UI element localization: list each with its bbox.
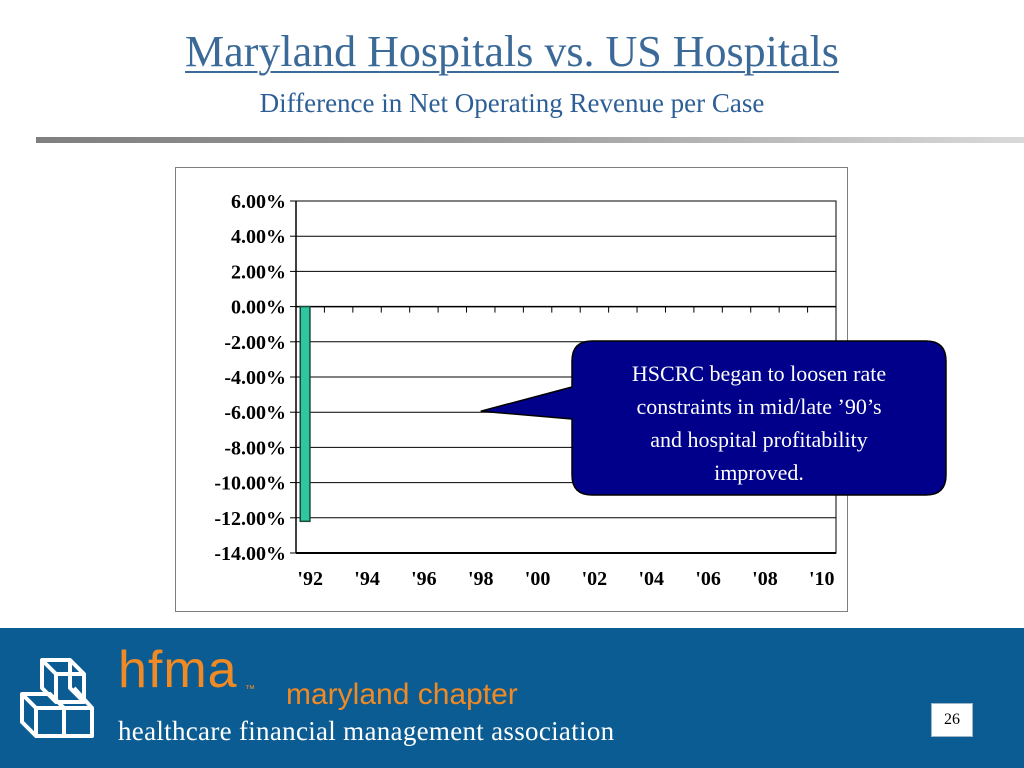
page-number: 26 (931, 703, 973, 737)
chapter-name: maryland chapter (286, 678, 518, 711)
y-tick-label: 2.00% (231, 261, 286, 283)
x-tick-label: '96 (411, 568, 437, 590)
x-tick-label: '06 (695, 568, 721, 590)
slide-subtitle: Difference in Net Operating Revenue per … (259, 88, 765, 118)
x-tick-label: '94 (354, 568, 380, 590)
title-divider (36, 137, 1024, 143)
bar-'92 (299, 305, 311, 523)
x-tick-label: '10 (809, 568, 835, 590)
y-tick-label: -14.00% (214, 543, 286, 565)
x-tick-label: '00 (525, 568, 551, 590)
x-tick-label: '04 (638, 568, 664, 590)
y-tick-label: -10.00% (214, 473, 286, 495)
y-tick-label: -6.00% (224, 402, 286, 424)
x-tick-label: '08 (752, 568, 778, 590)
hfma-wordmark: hfma (118, 641, 238, 699)
x-tick-label: '92 (297, 568, 323, 590)
organization-name: healthcare financial management associat… (118, 716, 615, 746)
y-tick-label: 6.00% (231, 191, 286, 213)
y-tick-label: -4.00% (224, 367, 286, 389)
footer-banner: hfma ™ maryland chapter healthcare finan… (0, 628, 1024, 768)
y-tick-label: -8.00% (224, 437, 286, 459)
y-tick-label: 0.00% (231, 297, 286, 319)
chart-frame: 6.00% 4.00% 2.00% 0.00% -2.00% -4.00% -6.00% -8… (175, 167, 848, 612)
hfma-logo-icon (20, 658, 94, 738)
trademark-symbol: ™ (245, 684, 255, 695)
x-tick-label: '02 (582, 568, 608, 590)
slide-title: Maryland Hospitals vs. US Hospitals (185, 27, 839, 76)
y-tick-label: -2.00% (224, 332, 286, 354)
bar-chart: 6.00% 4.00% 2.00% 0.00% -2.00% -4.00% -6.00% -8… (214, 191, 837, 590)
y-tick-label: 4.00% (231, 226, 286, 248)
y-tick-label: -12.00% (214, 508, 286, 530)
x-tick-label: '98 (468, 568, 494, 590)
